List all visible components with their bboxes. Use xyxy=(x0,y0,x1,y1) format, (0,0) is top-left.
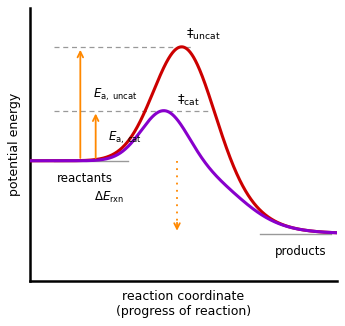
X-axis label: reaction coordinate
(progress of reaction): reaction coordinate (progress of reactio… xyxy=(116,290,251,318)
Text: $\Delta E_\mathrm{rxn}$: $\Delta E_\mathrm{rxn}$ xyxy=(94,190,125,205)
Y-axis label: potential energy: potential energy xyxy=(8,93,21,197)
Text: reactants: reactants xyxy=(57,172,113,185)
Text: $E_\mathrm{a,\ cat}$: $E_\mathrm{a,\ cat}$ xyxy=(108,130,142,146)
Text: products: products xyxy=(275,245,327,258)
Text: $\mathrm{\ddagger}_\mathrm{cat}$: $\mathrm{\ddagger}_\mathrm{cat}$ xyxy=(177,93,200,109)
Text: $E_\mathrm{a,\ uncat}$: $E_\mathrm{a,\ uncat}$ xyxy=(92,87,137,103)
Text: $\mathrm{\ddagger}_\mathrm{uncat}$: $\mathrm{\ddagger}_\mathrm{uncat}$ xyxy=(186,27,221,42)
